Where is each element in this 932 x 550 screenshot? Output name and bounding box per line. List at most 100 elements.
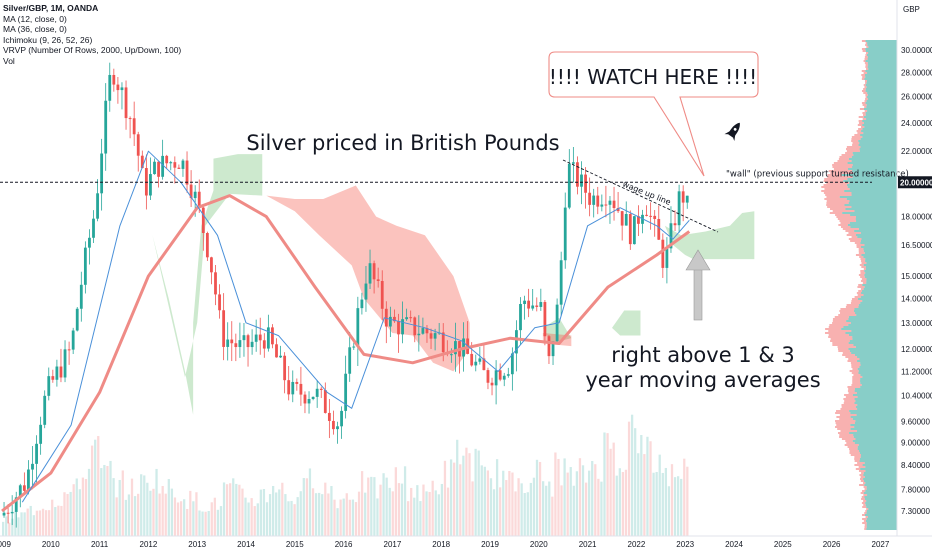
- vrvp-up-bar: [854, 230, 897, 232]
- vrvp-down-bar: [861, 102, 866, 104]
- volume-bar: [158, 493, 161, 536]
- vrvp-up-bar: [866, 512, 897, 514]
- candle-body: [352, 346, 356, 348]
- vrvp-up-bar: [864, 480, 897, 482]
- vrvp-up-bar: [860, 468, 897, 470]
- volume-bar: [646, 436, 649, 536]
- volume-bar: [449, 459, 453, 536]
- vrvp-up-bar: [863, 472, 897, 474]
- volume-bar: [591, 460, 594, 536]
- vrvp-down-bar: [847, 390, 855, 392]
- candle-body: [262, 340, 266, 349]
- vrvp-up-bar: [864, 484, 897, 486]
- vrvp-up-bar: [865, 60, 897, 62]
- vrvp-up-bar: [857, 446, 897, 448]
- x-tick-label: 2027: [872, 540, 890, 549]
- candle-body: [92, 218, 95, 238]
- candle-body: [2, 512, 6, 516]
- vrvp-down-bar: [828, 330, 852, 332]
- volume-bar: [305, 478, 309, 536]
- vrvp-down-bar: [841, 154, 854, 156]
- vrvp-up-bar: [863, 474, 897, 476]
- vrvp-down-bar: [863, 520, 867, 522]
- y-tick-label: 28.00000: [901, 69, 932, 78]
- vrvp-down-bar: [827, 206, 852, 208]
- vrvp-up-bar: [866, 278, 897, 280]
- candle-body: [506, 374, 510, 376]
- vrvp-down-bar: [862, 50, 866, 52]
- volume-bar: [643, 454, 646, 536]
- vrvp-down-bar: [856, 244, 865, 246]
- vrvp-down-bar: [865, 516, 868, 518]
- vrvp-up-bar: [850, 322, 897, 324]
- volume-bar: [588, 470, 591, 536]
- candle-body: [336, 426, 339, 430]
- volume-bar: [222, 482, 226, 536]
- vrvp-up-bar: [857, 404, 897, 406]
- x-tick-label: 2012: [140, 540, 158, 549]
- vrvp-up-bar: [845, 332, 897, 334]
- vrvp-up-bar: [850, 424, 897, 426]
- volume-bar: [87, 468, 91, 536]
- candle-body: [311, 396, 315, 400]
- candle-body: [88, 237, 91, 248]
- volume-bar: [437, 494, 440, 536]
- candle-body: [332, 420, 335, 430]
- vrvp-up-bar: [851, 192, 897, 194]
- vrvp-down-bar: [859, 474, 864, 476]
- vrvp-up-bar: [843, 180, 897, 182]
- y-tick-label: 26.00000: [901, 93, 932, 102]
- vrvp-down-bar: [852, 380, 861, 382]
- volume-bar: [75, 478, 78, 536]
- candle-body: [169, 162, 173, 164]
- ma-annotation-line1: right above 1 & 3: [611, 343, 795, 367]
- vrvp-down-bar: [857, 286, 865, 288]
- vrvp-up-bar: [866, 518, 897, 520]
- volume-bar: [173, 497, 177, 536]
- vrvp-down-bar: [850, 362, 861, 364]
- vrvp-down-bar: [864, 512, 867, 514]
- vrvp-down-bar: [856, 130, 862, 132]
- wedge-line: [562, 159, 719, 233]
- candle-body: [632, 216, 636, 245]
- volume-bar: [388, 487, 391, 536]
- candle-body: [258, 334, 262, 341]
- candle-body: [669, 223, 673, 249]
- candle-body: [616, 207, 620, 212]
- volume-bar: [290, 500, 293, 536]
- volume-bar: [143, 475, 146, 536]
- vrvp-up-bar: [862, 464, 897, 466]
- volume-bar: [680, 478, 683, 536]
- vrvp-down-bar: [850, 454, 861, 456]
- vrvp-up-bar: [867, 92, 897, 94]
- volume-bar: [541, 481, 545, 536]
- volume-bar: [431, 480, 434, 536]
- vrvp-up-bar: [865, 90, 897, 92]
- vrvp-down-bar: [862, 104, 867, 106]
- volume-bar: [416, 485, 419, 536]
- candle-body: [364, 283, 368, 300]
- vrvp-down-bar: [841, 226, 851, 228]
- candle-body: [486, 370, 490, 383]
- volume-bar: [259, 489, 262, 536]
- volume-bar: [597, 478, 600, 536]
- vrvp-down-bar: [863, 504, 866, 506]
- volume-bar: [293, 504, 296, 536]
- candle-body: [600, 204, 604, 207]
- volume-bar: [545, 485, 548, 536]
- vrvp-up-bar: [866, 100, 897, 102]
- vrvp-down-bar: [865, 98, 868, 100]
- vrvp-up-bar: [857, 368, 897, 370]
- candle-body: [205, 233, 209, 258]
- vrvp-down-bar: [848, 232, 861, 234]
- x-tick-label: 2019: [481, 540, 499, 549]
- vrvp-up-bar: [859, 366, 897, 368]
- volume-bar: [210, 502, 213, 536]
- volume-bar: [406, 501, 410, 536]
- vrvp-up-bar: [866, 524, 897, 526]
- volume-bar: [581, 465, 585, 536]
- vrvp-down-bar: [860, 476, 865, 478]
- candle-body: [628, 214, 632, 245]
- vrvp-up-bar: [864, 276, 897, 278]
